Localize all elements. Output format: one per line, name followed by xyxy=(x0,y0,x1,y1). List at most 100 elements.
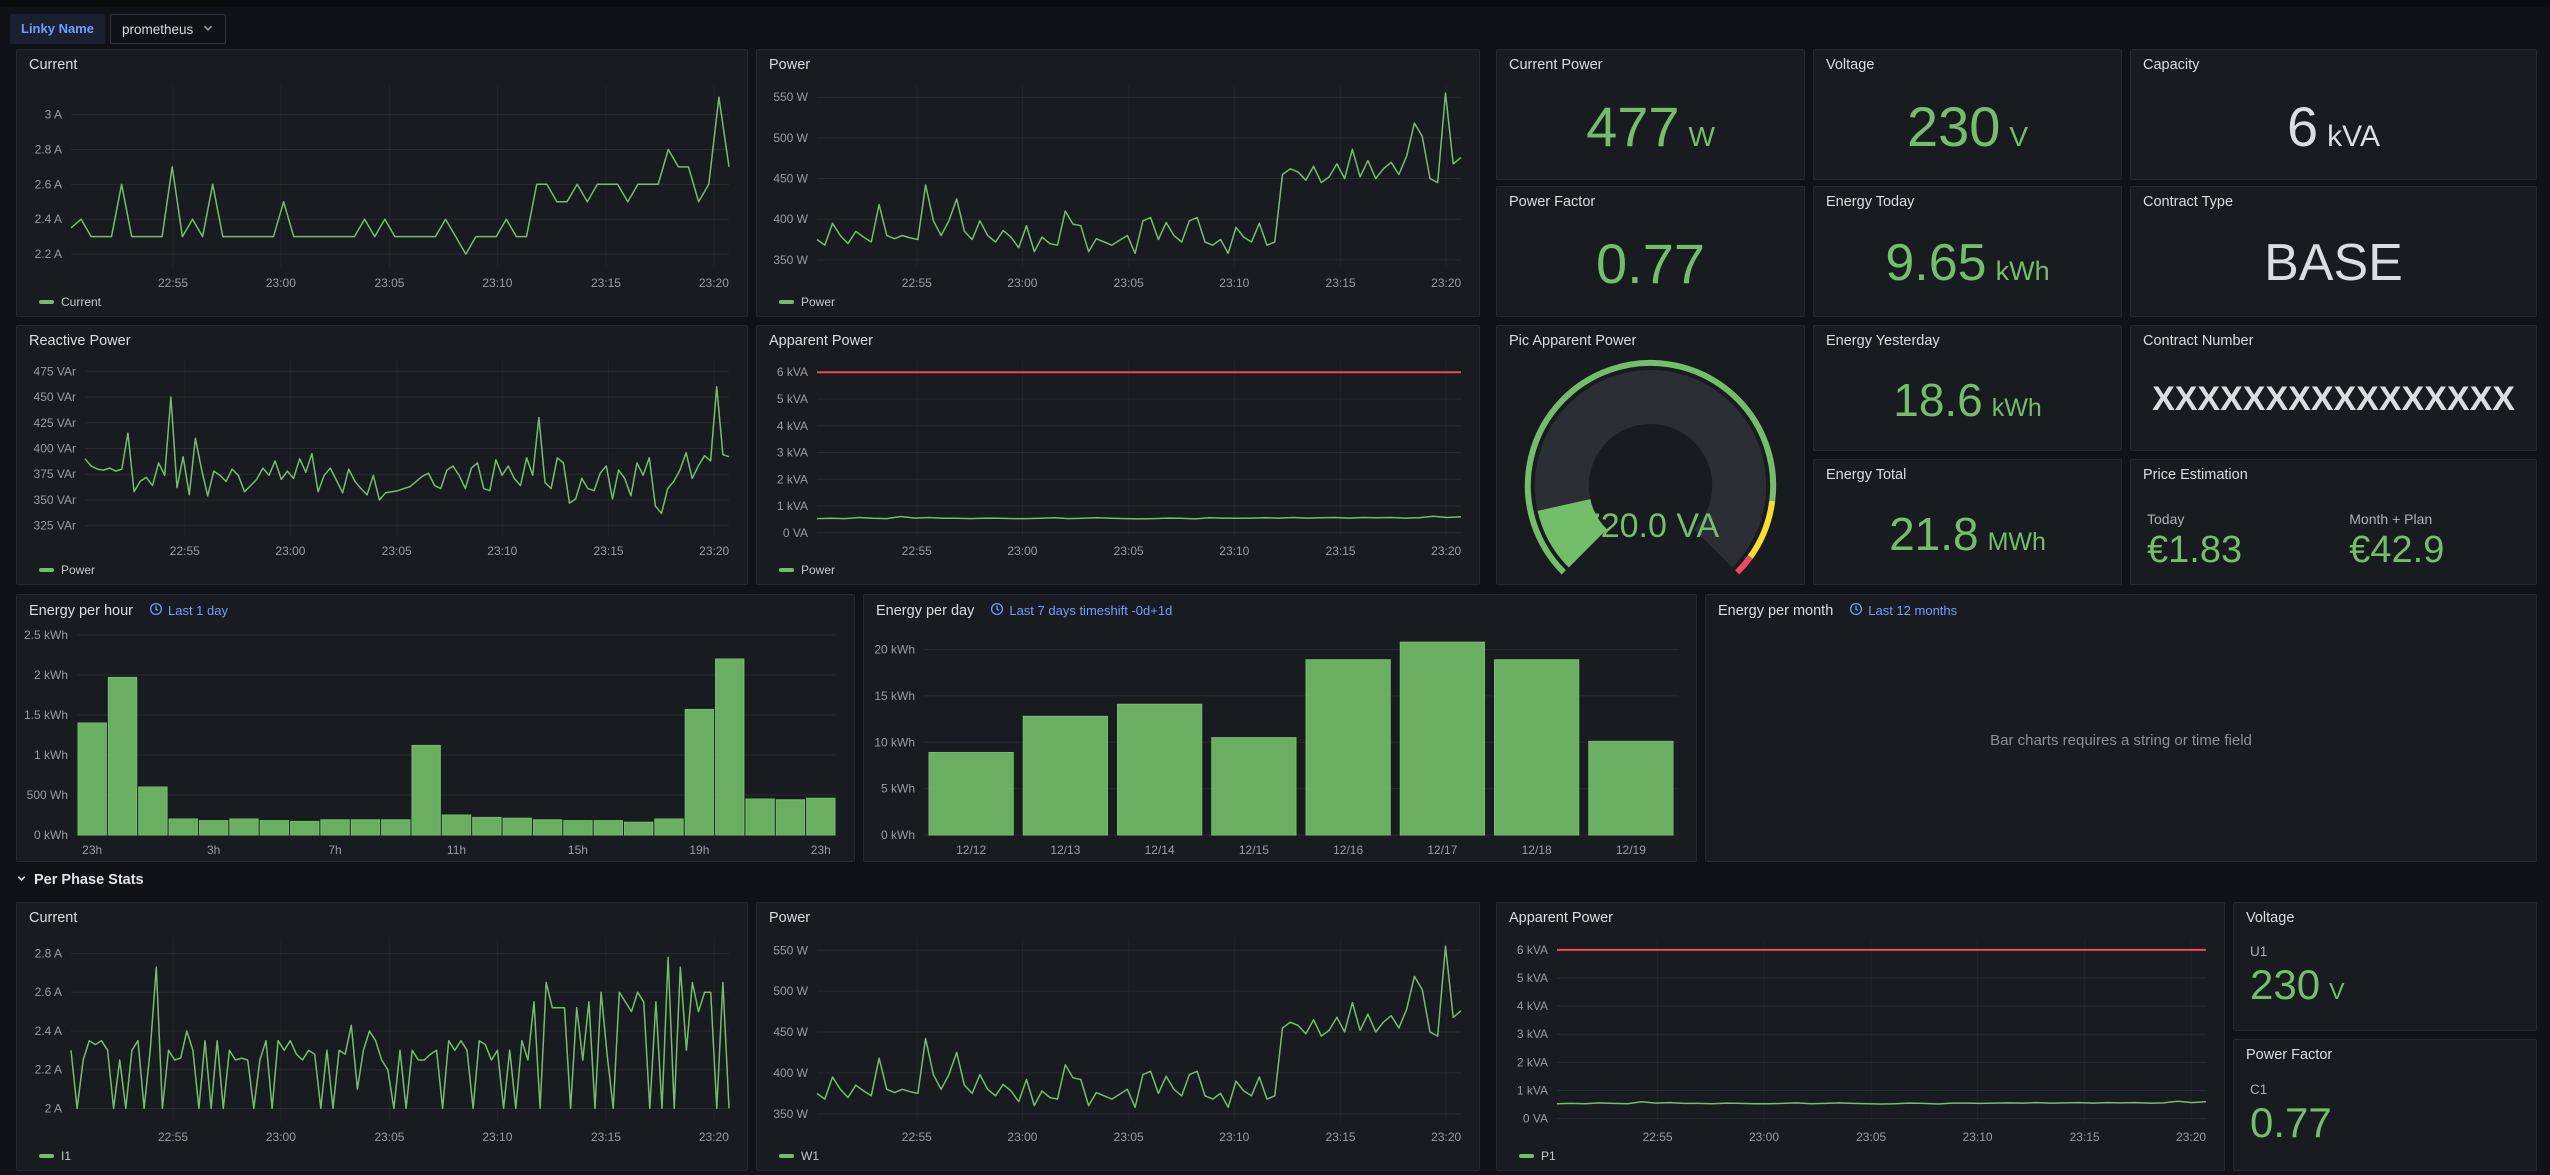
price-month-plan: Month + Plan €42.9 xyxy=(2349,511,2444,572)
panel-title[interactable]: Contract Number xyxy=(2143,333,2254,349)
stat-number: XXXXXXXXXXXXXXXX xyxy=(2152,380,2515,418)
legend-series-label: W1 xyxy=(801,1149,819,1163)
legend[interactable]: Current xyxy=(17,294,747,316)
svg-text:11h: 11h xyxy=(447,843,466,857)
time-range-link[interactable]: Last 7 days timeshift -0d+1d xyxy=(990,602,1172,619)
reactive-power-chart[interactable]: 325 VAr 350 VAr 375 VAr 400 VAr 425 VAr 450 V… xyxy=(21,351,743,562)
panel-per-phase-power: Power 350 W 400 W 450 W 500 W 550 W 22:55 23:0… xyxy=(756,902,1480,1171)
per-phase-apparent-power-chart[interactable]: 0 VA 1 kVA 2 kVA 3 kVA 4 kVA 5 kVA 6 kVA 22:55 2… xyxy=(1501,928,2220,1148)
legend[interactable]: Power xyxy=(757,562,1479,584)
panel-title[interactable]: Energy per day xyxy=(876,602,975,619)
svg-text:2.8 A: 2.8 A xyxy=(35,946,62,960)
panel-title[interactable]: Energy per month xyxy=(1718,602,1834,619)
svg-text:23:00: 23:00 xyxy=(266,1130,296,1144)
time-range-link[interactable]: Last 1 day xyxy=(149,602,228,619)
svg-text:23:00: 23:00 xyxy=(1007,544,1037,558)
svg-text:1 kVA: 1 kVA xyxy=(777,499,808,513)
svg-text:23:00: 23:00 xyxy=(275,544,305,558)
panel-error-message: Bar charts requires a string or time fie… xyxy=(1990,731,2252,749)
legend[interactable]: I1 xyxy=(17,1148,747,1170)
time-range-label: Last 7 days timeshift -0d+1d xyxy=(1009,603,1173,618)
time-range-link[interactable]: Last 12 months xyxy=(1849,602,1957,619)
svg-text:23:10: 23:10 xyxy=(487,544,517,558)
panel-title[interactable]: Energy Total xyxy=(1826,467,1907,483)
panel-energy-today-stat: Energy Today 9.65 kWh xyxy=(1813,186,2122,317)
svg-text:23:20: 23:20 xyxy=(1431,544,1461,558)
svg-text:12/16: 12/16 xyxy=(1333,843,1363,857)
svg-text:23:20: 23:20 xyxy=(1431,276,1461,290)
svg-text:0 VA: 0 VA xyxy=(1523,1112,1548,1126)
svg-text:5 kVA: 5 kVA xyxy=(777,392,808,406)
svg-text:23:05: 23:05 xyxy=(1114,1130,1144,1144)
svg-text:0 kWh: 0 kWh xyxy=(881,828,915,842)
panel-title[interactable]: Capacity xyxy=(2143,57,2200,73)
stat-value: 21.8 MWh xyxy=(1889,507,2046,561)
panel-title[interactable]: Price Estimation xyxy=(2143,467,2248,483)
svg-text:5 kWh: 5 kWh xyxy=(881,782,915,796)
stat-unit: W xyxy=(1688,120,1715,152)
stat-value: 18.6 kWh xyxy=(1893,373,2042,427)
svg-text:23:00: 23:00 xyxy=(266,276,296,290)
svg-text:0 VA: 0 VA xyxy=(783,526,808,540)
panel-title[interactable]: Power Factor xyxy=(1509,194,1596,210)
legend-series-dash xyxy=(39,1154,54,1158)
legend-series-dash xyxy=(779,1154,794,1158)
svg-text:1 kWh: 1 kWh xyxy=(34,748,68,762)
section-title: Per Phase Stats xyxy=(34,872,144,888)
legend[interactable]: W1 xyxy=(757,1148,1479,1170)
panel-title[interactable]: Pic Apparent Power xyxy=(1509,333,1637,349)
current-chart[interactable]: 2.2 A 2.4 A 2.6 A 2.8 A 3 A 22:55 23:00 23:05 23… xyxy=(21,75,743,294)
panel-title[interactable]: Current xyxy=(29,910,78,926)
panel-contract-number-stat: Contract Number XXXXXXXXXXXXXXXX xyxy=(2130,325,2537,451)
panel-title[interactable]: Reactive Power xyxy=(29,333,131,349)
svg-text:23:20: 23:20 xyxy=(699,276,729,290)
legend-series-dash xyxy=(779,568,794,572)
panel-title[interactable]: Voltage xyxy=(1826,57,1875,73)
svg-text:2 kVA: 2 kVA xyxy=(777,472,808,486)
svg-text:23:15: 23:15 xyxy=(2070,1130,2100,1144)
panel-title[interactable]: Current Power xyxy=(1509,57,1603,73)
per-phase-current-chart[interactable]: 2 A 2.2 A 2.4 A 2.6 A 2.8 A 22:55 23:00 23:05 23… xyxy=(21,928,743,1148)
panel-title[interactable]: Current xyxy=(29,57,78,73)
svg-text:23:20: 23:20 xyxy=(2176,1130,2206,1144)
svg-text:23:10: 23:10 xyxy=(482,276,512,290)
svg-text:550 W: 550 W xyxy=(773,943,808,957)
energy-per-day-chart[interactable]: 0 kWh 5 kWh 10 kWh 15 kWh 20 kWh 12/12 12/13 12… xyxy=(868,621,1692,861)
panel-title[interactable]: Energy per hour xyxy=(29,602,133,619)
svg-text:425 VAr: 425 VAr xyxy=(34,416,76,430)
stat-value: 6 kVA xyxy=(2287,94,2380,159)
energy-per-hour-chart[interactable]: 0 kWh 500 Wh 1 kWh 1.5 kWh 2 kWh 2.5 kWh 23h 3h… xyxy=(21,621,850,861)
panel-title[interactable]: Apparent Power xyxy=(1509,910,1613,926)
legend[interactable]: Power xyxy=(757,294,1479,316)
svg-text:23:20: 23:20 xyxy=(699,1130,729,1144)
price-today: Today €1.83 xyxy=(2147,511,2349,572)
clock-icon xyxy=(1849,602,1863,619)
svg-text:12/13: 12/13 xyxy=(1050,843,1080,857)
variable-dropdown[interactable]: prometheus xyxy=(109,14,227,44)
panel-energy-per-day: Energy per day Last 7 days timeshift -0d… xyxy=(863,594,1697,862)
stat-value: 230 V xyxy=(1907,94,2028,159)
stat-number: 0.77 xyxy=(2250,1099,2332,1146)
legend[interactable]: Power xyxy=(17,562,747,584)
panel-title[interactable]: Power xyxy=(769,910,811,926)
apparent-power-chart[interactable]: 0 VA 1 kVA 2 kVA 3 kVA 4 kVA 5 kVA 6 kVA 22:55 2… xyxy=(761,351,1475,562)
panel-title[interactable]: Energy Yesterday xyxy=(1826,333,1940,349)
panel-title[interactable]: Power xyxy=(769,57,811,73)
panel-title[interactable]: Voltage xyxy=(2246,910,2295,926)
legend[interactable]: P1 xyxy=(1497,1148,2224,1170)
panel-title[interactable]: Power Factor xyxy=(2246,1047,2333,1063)
panel-energy-total-stat: Energy Total 21.8 MWh xyxy=(1813,459,2122,585)
stat-number: 477 xyxy=(1586,94,1680,158)
chevron-down-icon xyxy=(16,871,27,889)
panel-energy-per-month: Energy per month Last 12 months Bar char… xyxy=(1705,594,2537,862)
top-strip xyxy=(0,0,2550,7)
panel-title[interactable]: Energy Today xyxy=(1826,194,1915,210)
per-phase-power-chart[interactable]: 350 W 400 W 450 W 500 W 550 W 22:55 23:00 23:05… xyxy=(761,928,1475,1148)
section-per-phase-stats[interactable]: Per Phase Stats xyxy=(16,871,144,889)
panel-title[interactable]: Apparent Power xyxy=(769,333,873,349)
svg-text:15h: 15h xyxy=(568,843,588,857)
legend-series-label: Power xyxy=(801,563,836,577)
svg-text:1.5 kWh: 1.5 kWh xyxy=(24,708,68,722)
panel-title[interactable]: Contract Type xyxy=(2143,194,2234,210)
power-chart[interactable]: 350 W 400 W 450 W 500 W 550 W 22:55 23:00 23:05… xyxy=(761,75,1475,294)
